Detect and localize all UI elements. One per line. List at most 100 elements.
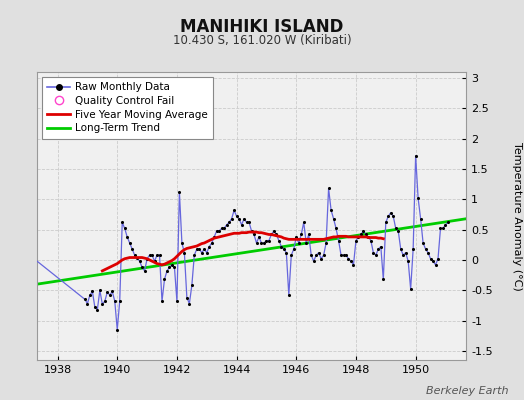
- Point: [26, 252, 35, 259]
- Point: [190, 252, 199, 258]
- Point: [230, 207, 238, 214]
- Point: [215, 228, 223, 234]
- Point: [414, 195, 422, 201]
- Point: [225, 219, 233, 226]
- Point: [130, 252, 139, 258]
- Point: [441, 222, 450, 228]
- Point: [384, 213, 392, 220]
- Point: [294, 240, 303, 246]
- Point: [314, 250, 323, 256]
- Point: [419, 240, 427, 246]
- Legend: Raw Monthly Data, Quality Control Fail, Five Year Moving Average, Long-Term Tren: Raw Monthly Data, Quality Control Fail, …: [42, 77, 213, 138]
- Point: [91, 304, 99, 310]
- Point: [250, 231, 258, 238]
- Point: [208, 240, 216, 246]
- Text: 10.430 S, 161.020 W (Kiribati): 10.430 S, 161.020 W (Kiribati): [173, 34, 351, 47]
- Point: [401, 250, 410, 256]
- Point: [270, 228, 278, 234]
- Point: [188, 282, 196, 289]
- Point: [210, 234, 219, 240]
- Point: [81, 296, 89, 302]
- Point: [389, 213, 397, 220]
- Point: [354, 234, 363, 240]
- Point: [128, 246, 136, 252]
- Point: [320, 252, 328, 258]
- Point: [387, 210, 395, 216]
- Point: [300, 219, 308, 226]
- Point: [195, 246, 203, 252]
- Point: [143, 256, 151, 262]
- Point: [193, 246, 201, 252]
- Point: [108, 288, 116, 295]
- Point: [265, 237, 273, 244]
- Point: [290, 246, 298, 252]
- Point: [103, 289, 112, 295]
- Point: [391, 225, 400, 232]
- Point: [240, 216, 248, 222]
- Point: [297, 231, 305, 238]
- Point: [334, 237, 343, 244]
- Point: [183, 294, 191, 301]
- Point: [277, 244, 286, 250]
- Point: [282, 250, 290, 256]
- Point: [255, 234, 263, 240]
- Point: [83, 300, 92, 307]
- Point: [203, 250, 211, 256]
- Point: [235, 216, 243, 222]
- Point: [434, 256, 442, 262]
- Point: [101, 298, 109, 304]
- Point: [115, 298, 124, 304]
- Point: [292, 234, 300, 240]
- Point: [421, 246, 430, 252]
- Point: [317, 256, 325, 262]
- Point: [417, 216, 425, 222]
- Point: [275, 237, 283, 244]
- Point: [155, 252, 163, 258]
- Point: [200, 246, 209, 252]
- Point: [344, 256, 353, 262]
- Point: [280, 246, 288, 252]
- Point: [185, 300, 193, 307]
- Point: [140, 268, 149, 274]
- Point: [227, 216, 236, 222]
- Point: [272, 231, 280, 238]
- Point: [409, 246, 417, 252]
- Point: [324, 185, 333, 192]
- Point: [113, 326, 122, 333]
- Point: [118, 219, 126, 226]
- Point: [165, 264, 173, 270]
- Point: [439, 225, 447, 232]
- Point: [123, 234, 132, 240]
- Point: [394, 228, 402, 234]
- Point: [397, 246, 405, 252]
- Point: [267, 231, 276, 238]
- Point: [168, 262, 176, 268]
- Point: [178, 240, 186, 246]
- Point: [257, 240, 266, 246]
- Point: [424, 250, 432, 256]
- Point: [245, 219, 253, 226]
- Point: [88, 288, 96, 295]
- Text: MANIHIKI ISLAND: MANIHIKI ISLAND: [180, 18, 344, 36]
- Point: [444, 219, 452, 226]
- Point: [86, 292, 94, 298]
- Point: [242, 219, 250, 226]
- Point: [260, 240, 268, 246]
- Point: [96, 287, 104, 294]
- Point: [310, 258, 318, 264]
- Point: [374, 246, 383, 252]
- Point: [307, 252, 315, 258]
- Point: [220, 225, 228, 232]
- Point: [411, 152, 420, 159]
- Point: [427, 256, 435, 262]
- Point: [369, 250, 378, 256]
- Point: [342, 252, 350, 258]
- Point: [262, 237, 270, 244]
- Point: [173, 298, 181, 304]
- Point: [213, 228, 221, 234]
- Point: [330, 216, 338, 222]
- Text: Berkeley Earth: Berkeley Earth: [426, 386, 508, 396]
- Point: [125, 240, 134, 246]
- Point: [367, 237, 375, 244]
- Point: [352, 237, 360, 244]
